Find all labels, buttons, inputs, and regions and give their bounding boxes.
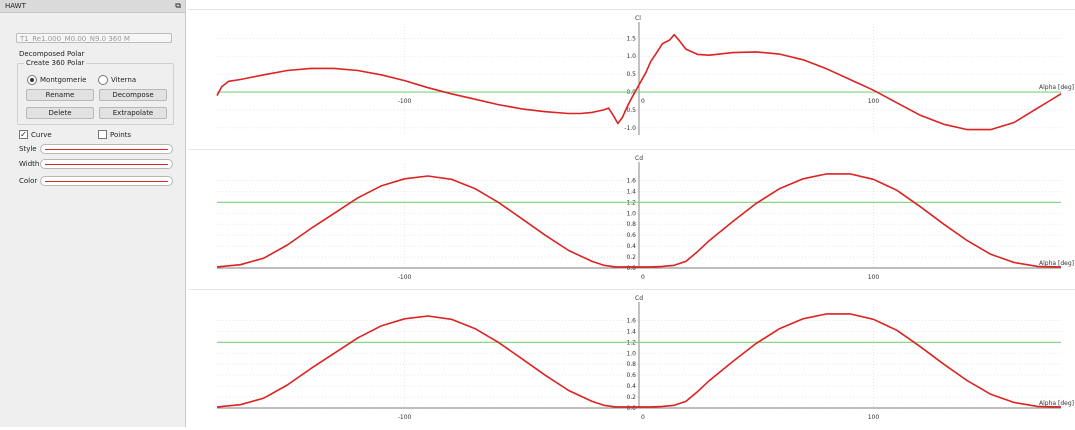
y-tick-label: 0.5 — [626, 71, 636, 78]
points-checkbox[interactable] — [98, 130, 107, 139]
width-selector[interactable] — [40, 159, 173, 169]
y-tick-label: 1.6 — [626, 177, 636, 184]
delete-button[interactable]: Delete — [26, 107, 94, 119]
width-label: Width — [19, 160, 40, 168]
points-label: Points — [110, 131, 132, 139]
y-tick-label: 0.2 — [626, 394, 636, 401]
polar-graphs-area: -1.0 -0.5 0.0 0.5 1.0 1.5 -100 0 100 Cl Alpha [deg… — [188, 9, 1075, 428]
curve-label: Curve — [31, 131, 52, 139]
x-axis-label: Alpha [deg] — [1039, 260, 1074, 267]
viterna-radio[interactable] — [98, 75, 108, 85]
y-tick-label: 1.0 — [626, 210, 636, 217]
x-tick-label: 100 — [868, 414, 880, 421]
color-label: Color — [19, 177, 38, 185]
create-360-polar-title: Create 360 Polar — [24, 59, 87, 67]
y-tick-label: -1.0 — [624, 125, 636, 132]
y-tick-label: 0.8 — [626, 361, 636, 368]
y-tick-label: 0.6 — [626, 372, 636, 379]
float-window-icon[interactable]: ⧉ — [175, 1, 181, 10]
x-tick-label: 0 — [641, 274, 645, 281]
extrapolate-button[interactable]: Extrapolate — [99, 107, 167, 119]
y-tick-label: 0.4 — [626, 243, 636, 250]
polar-curve — [216, 33, 1062, 131]
y-axis-label: Cd — [635, 295, 643, 302]
x-tick-label: 100 — [868, 274, 880, 281]
x-axis-label: Alpha [deg] — [1039, 400, 1074, 407]
y-tick-label: 0.4 — [626, 383, 636, 390]
x-axis-label: Alpha [deg] — [1039, 84, 1074, 91]
y-axis-label: Cd — [635, 155, 643, 162]
y-tick-label: 1.6 — [626, 317, 636, 324]
rename-button[interactable]: Rename — [26, 89, 94, 101]
polar-curve — [216, 173, 1062, 268]
y-tick-label: -0.5 — [624, 107, 636, 114]
y-tick-label: 0.0 — [626, 405, 636, 412]
montgomerie-radio[interactable] — [27, 75, 37, 85]
style-selector[interactable] — [40, 144, 173, 154]
polar-type-label: Decomposed Polar — [19, 50, 85, 58]
curve-checkbox[interactable]: ✓ — [19, 130, 28, 139]
y-tick-label: 1.4 — [626, 188, 636, 195]
cd-chart[interactable]: 0.00.20.40.60.81.01.21.41.6-1000100CdAlp… — [188, 150, 1075, 290]
x-tick-label: -100 — [398, 274, 412, 281]
polar-name-field[interactable]: T1_Re1.000_M0.00_N9.0 360 M — [16, 33, 172, 43]
y-tick-label: 1.5 — [626, 35, 636, 42]
montgomerie-label: Montgomerie — [40, 76, 87, 84]
x-tick-label: 100 — [868, 98, 880, 105]
y-tick-label: 1.0 — [626, 350, 636, 357]
decompose-button[interactable]: Decompose — [99, 89, 167, 101]
viterna-label: Viterna — [111, 76, 137, 84]
polar-curve — [216, 313, 1062, 408]
hawt-panel: HAWT ⧉ T1_Re1.000_M0.00_N9.0 360 M Decom… — [0, 0, 186, 427]
y-tick-label: 0.6 — [626, 232, 636, 239]
panel-header: HAWT ⧉ — [0, 0, 185, 13]
style-label: Style — [19, 145, 37, 153]
x-tick-label: 0 — [641, 414, 645, 421]
y-tick-label: 0.8 — [626, 221, 636, 228]
y-axis-label: Cl — [635, 15, 641, 22]
y-tick-label: 1.4 — [626, 328, 636, 335]
y-tick-label: 0.2 — [626, 254, 636, 261]
y-tick-label: 0.0 — [626, 265, 636, 272]
x-tick-label: -100 — [398, 414, 412, 421]
color-selector[interactable] — [40, 176, 173, 186]
y-tick-label: 1.0 — [626, 53, 636, 60]
cd-chart-2[interactable]: 0.00.20.40.60.81.01.21.41.6-1000100CdAlp… — [188, 290, 1075, 430]
create-360-polar-group — [17, 63, 174, 125]
x-tick-label: 0 — [641, 98, 645, 105]
panel-title: HAWT — [5, 2, 26, 10]
x-tick-label: -100 — [398, 98, 412, 105]
